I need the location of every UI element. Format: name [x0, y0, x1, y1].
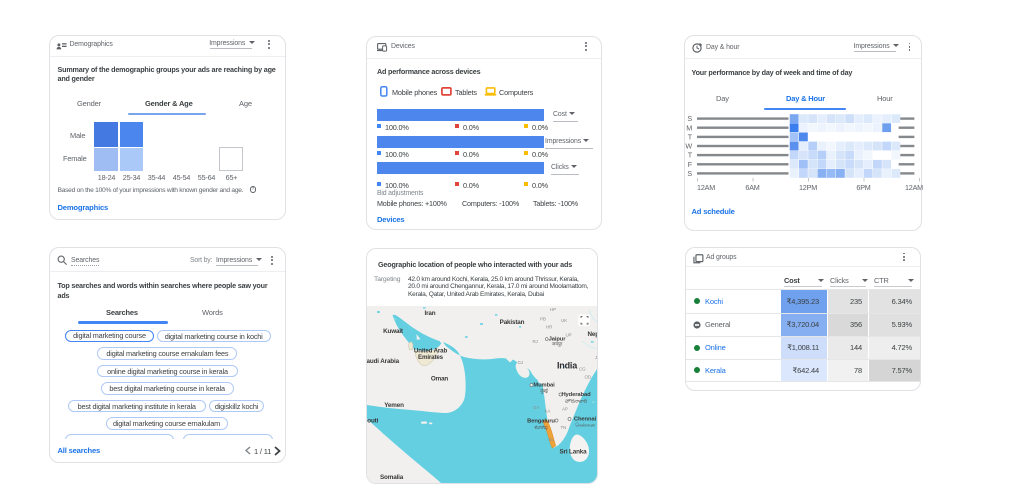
svg-text:GJ: GJ [518, 360, 523, 365]
svg-text:HP: HP [550, 307, 556, 312]
svg-text:TN: TN [561, 425, 567, 430]
svg-text:CG: CG [579, 366, 586, 371]
svg-text:AP: AP [562, 406, 568, 411]
svg-text:Bengaluru: Bengaluru [527, 418, 555, 424]
svg-text:ಕೆಂಗಳೆಪು: ಕೆಂಗಳೆಪು [534, 425, 547, 431]
svg-text:6PM: 6PM [856, 183, 870, 192]
svg-text:UP: UP [566, 332, 572, 337]
svg-text:12PM: 12PM [799, 183, 817, 192]
svg-text:Yemen: Yemen [384, 402, 404, 409]
svg-text:S: S [687, 169, 692, 178]
svg-text:Kuwait: Kuwait [383, 328, 404, 335]
svg-text:HR: HR [546, 324, 553, 329]
svg-text:OD: OD [585, 374, 592, 379]
svg-text:Jaipur: Jaipur [549, 336, 567, 342]
svg-text:Emirates: Emirates [418, 353, 444, 360]
svg-text:12AM: 12AM [697, 183, 715, 192]
svg-text:F: F [688, 160, 693, 169]
svg-text:जयपुर: जयपुर [552, 342, 564, 347]
svg-text:Chennai: Chennai [574, 416, 597, 422]
svg-text:RJ: RJ [533, 339, 538, 344]
svg-text:Nepal: Nepal [588, 331, 598, 338]
svg-text:Mumbai: Mumbai [533, 382, 555, 388]
svg-text:United Arab: United Arab [414, 347, 448, 354]
svg-text:GA: GA [533, 405, 539, 410]
svg-text:PB: PB [540, 316, 546, 321]
svg-text:Pakistan: Pakistan [500, 319, 525, 326]
svg-text:Djibouti: Djibouti [367, 417, 379, 424]
svg-text:சென்னை: சென்னை [575, 422, 595, 428]
svg-text:Saudi Arabia: Saudi Arabia [367, 358, 400, 365]
svg-text:KL: KL [549, 437, 555, 442]
svg-text:హౌదనావాది: హౌదనావాది [565, 398, 588, 404]
svg-text:मुंबई: मुंबई [540, 387, 549, 394]
svg-text:W: W [685, 142, 692, 151]
svg-text:T: T [688, 133, 693, 142]
svg-text:KA: KA [545, 408, 551, 413]
svg-text:12AM: 12AM [905, 183, 923, 192]
svg-text:Hyderabad: Hyderabad [561, 392, 591, 398]
svg-text:T: T [688, 151, 693, 160]
svg-text:Sri Lanka: Sri Lanka [560, 448, 588, 455]
svg-text:S: S [687, 114, 692, 123]
svg-text:Oman: Oman [431, 375, 449, 382]
svg-text:UK: UK [561, 318, 567, 323]
svg-text:Somalia: Somalia [380, 474, 404, 481]
svg-text:India: India [557, 360, 578, 370]
svg-text:6AM: 6AM [745, 183, 759, 192]
svg-text:M: M [686, 123, 692, 132]
svg-text:J: J [595, 355, 597, 360]
svg-text:Iran: Iran [425, 310, 436, 317]
